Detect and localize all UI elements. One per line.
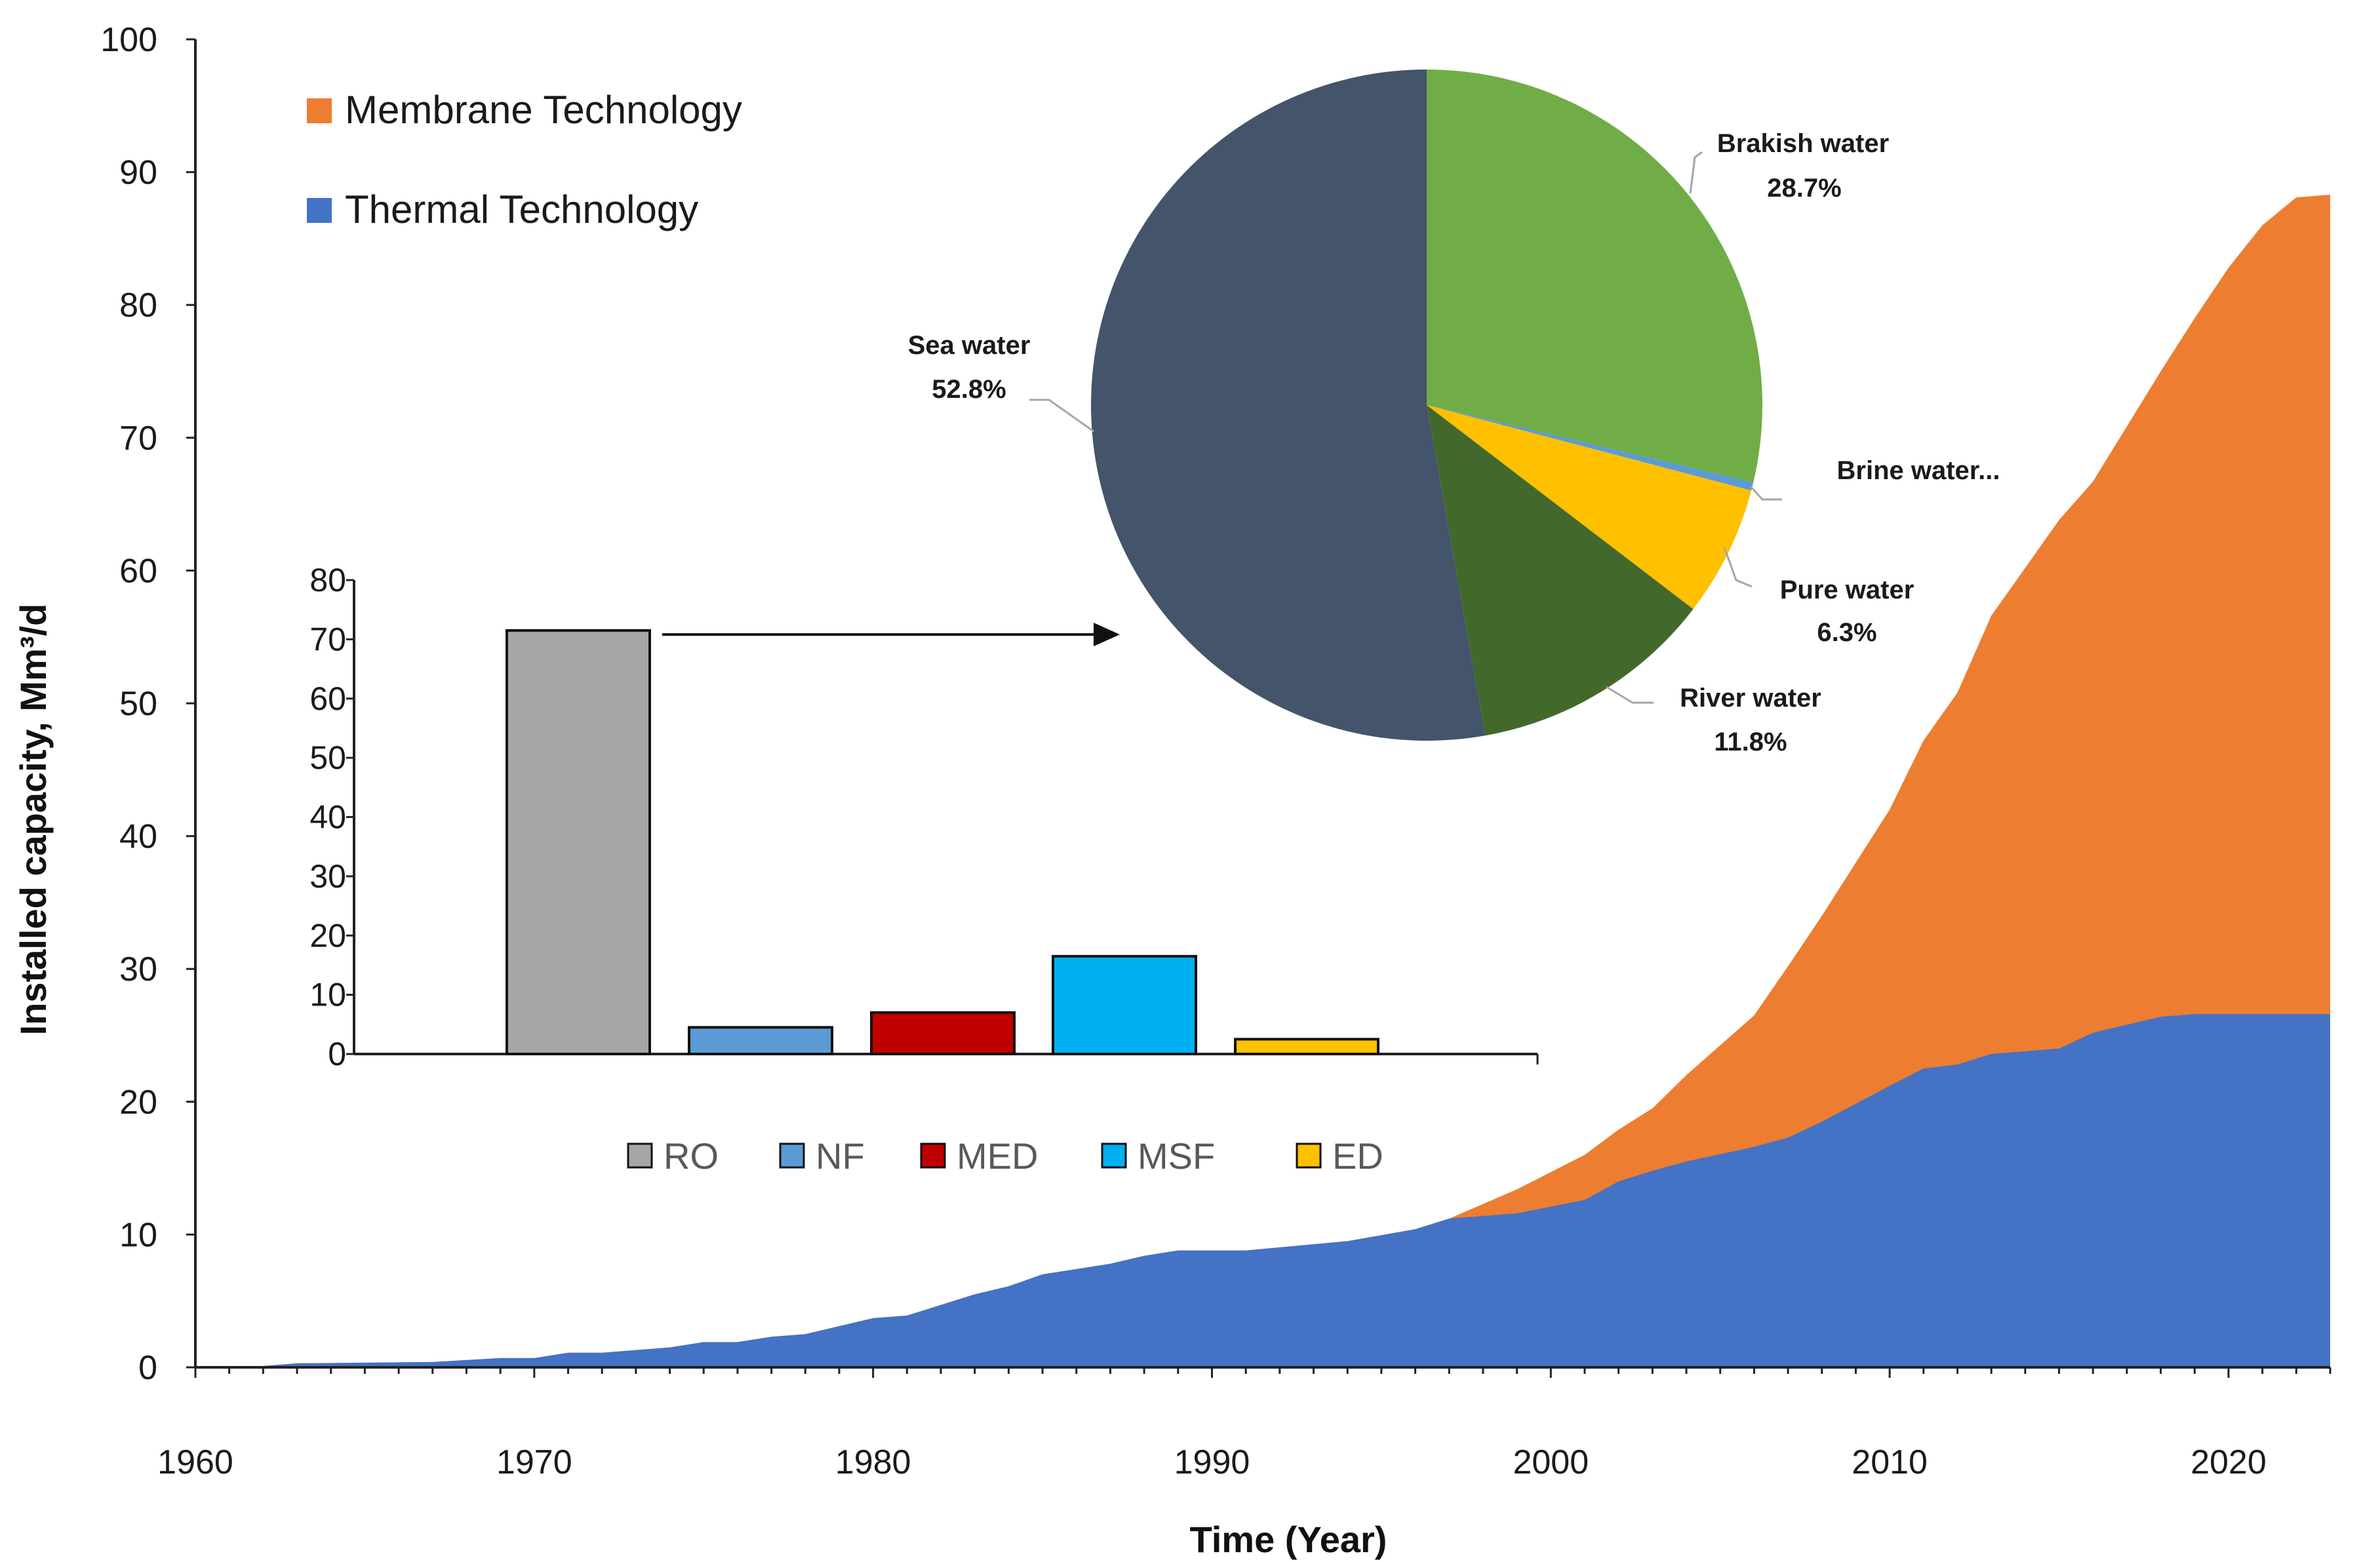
inset-y-tick-label: 60 — [309, 680, 346, 717]
y-tick-label: 90 — [119, 154, 157, 192]
y-tick-label: 60 — [119, 552, 157, 590]
x-tick-label: 1970 — [496, 1443, 572, 1481]
y-axis-title: Installed capacity, Mm³/d — [12, 604, 54, 1036]
y-axis-tick-labels: 0 10 20 30 40 50 60 70 80 90 100 — [100, 21, 157, 1387]
pie-label-brakish: Brakish water — [1717, 129, 1889, 158]
legend-label-nf: NF — [816, 1135, 865, 1177]
inset-y-tick-label: 50 — [309, 739, 346, 776]
pie-slice-sea-water — [1090, 69, 1486, 741]
legend-item-med: MED — [920, 1135, 1038, 1177]
y-tick-label: 50 — [119, 685, 157, 723]
legend-label-ro: RO — [664, 1135, 719, 1177]
inset-pie-chart — [1090, 69, 1762, 741]
inset-y-tick-label: 80 — [309, 562, 346, 598]
area-membrane-technology — [263, 195, 2331, 1367]
legend-swatch-nf — [779, 1142, 805, 1169]
y-tick-label: 30 — [119, 950, 157, 988]
legend-swatch-ro — [627, 1142, 653, 1169]
legend-swatch-thermal — [307, 198, 332, 223]
pie-label-sea: Sea water — [908, 331, 1031, 360]
legend-label-med: MED — [957, 1135, 1038, 1177]
pie-value-brakish: 28.7% — [1767, 174, 1841, 203]
x-tick-label: 1980 — [835, 1443, 911, 1481]
legend-label-ed: ED — [1332, 1135, 1383, 1177]
inset-bar-marks — [506, 629, 1379, 1056]
x-tick-label: 1990 — [1174, 1443, 1250, 1481]
inset-y-tick-label: 30 — [309, 858, 346, 895]
main-legend: Membrane Technology Thermal Technology — [307, 88, 742, 231]
x-tick-label: 2010 — [1852, 1443, 1928, 1481]
x-axis-title: Time (Year) — [1190, 1519, 1387, 1560]
y-tick-label: 40 — [119, 818, 157, 856]
legend-label-msf: MSF — [1138, 1135, 1215, 1177]
bar-msf — [1052, 954, 1197, 1055]
bar-ro — [506, 629, 651, 1055]
legend-item-msf: MSF — [1101, 1135, 1215, 1177]
inset-y-tick-label: 70 — [309, 621, 346, 657]
inset-y-tick-label: 20 — [309, 917, 346, 954]
inset-y-tick-label: 10 — [309, 977, 346, 1013]
pie-slice-brakish-water — [1427, 69, 1762, 482]
leader-river — [1606, 686, 1654, 704]
legend-swatch-med — [920, 1142, 946, 1169]
legend-swatch-membrane — [307, 98, 332, 123]
x-axis-tick-labels: 1960 1970 1980 1990 2000 2010 2020 — [157, 1443, 2267, 1481]
legend-label-membrane: Membrane Technology — [345, 88, 742, 132]
legend-swatch-msf — [1101, 1142, 1127, 1169]
x-tick-label: 2020 — [2191, 1443, 2267, 1481]
pie-label-brine: Brine water... — [1837, 456, 2000, 485]
legend-swatch-ed — [1296, 1142, 1322, 1169]
pie-slice-river-water — [1427, 405, 1694, 736]
leader-brakish — [1689, 151, 1703, 194]
pie-value-river: 11.8% — [1714, 728, 1787, 756]
legend-item-nf: NF — [779, 1135, 865, 1177]
pie-value-pure: 6.3% — [1817, 618, 1876, 647]
bar-med — [870, 1011, 1016, 1056]
inset-y-tick-label: 40 — [309, 799, 346, 836]
x-tick-label: 2000 — [1513, 1443, 1589, 1481]
ro-to-pie-arrow — [662, 623, 1120, 646]
inset-bar-legend: RO NF MED MSF ED — [627, 1135, 1383, 1177]
leader-pure — [1723, 547, 1753, 588]
pie-label-pure: Pure water — [1780, 576, 1914, 604]
main-area-series — [263, 195, 2331, 1367]
y-tick-label: 70 — [119, 420, 157, 458]
arrow-head — [1094, 623, 1120, 646]
inset-bar-y-tick-labels: 0 10 20 30 40 50 60 70 80 — [309, 562, 346, 1072]
main-axes — [186, 38, 2331, 1378]
y-tick-label: 0 — [138, 1349, 157, 1387]
pie-value-sea: 52.8% — [932, 375, 1006, 404]
pie-labels: Brakish water 28.7% Brine water... Pure … — [908, 129, 2000, 756]
leader-brine — [1749, 485, 1782, 501]
x-tick-label: 1960 — [157, 1443, 233, 1481]
legend-item-ed: ED — [1296, 1135, 1383, 1177]
bar-nf — [688, 1026, 833, 1056]
legend-item-ro: RO — [627, 1135, 719, 1177]
bar-ed — [1234, 1038, 1379, 1055]
y-tick-label: 100 — [100, 21, 157, 59]
y-tick-label: 20 — [119, 1084, 157, 1122]
inset-y-tick-label: 0 — [328, 1036, 346, 1072]
y-tick-label: 80 — [119, 286, 157, 324]
leader-sea — [1029, 399, 1094, 433]
legend-label-thermal: Thermal Technology — [345, 187, 698, 231]
pie-leader-lines — [1029, 151, 1782, 704]
pie-label-river: River water — [1680, 684, 1821, 713]
pie-slice-brine-water — [1427, 405, 1754, 491]
pie-slice-pure-water — [1427, 405, 1752, 610]
y-tick-label: 10 — [119, 1216, 157, 1254]
area-thermal-technology — [263, 1014, 2331, 1367]
